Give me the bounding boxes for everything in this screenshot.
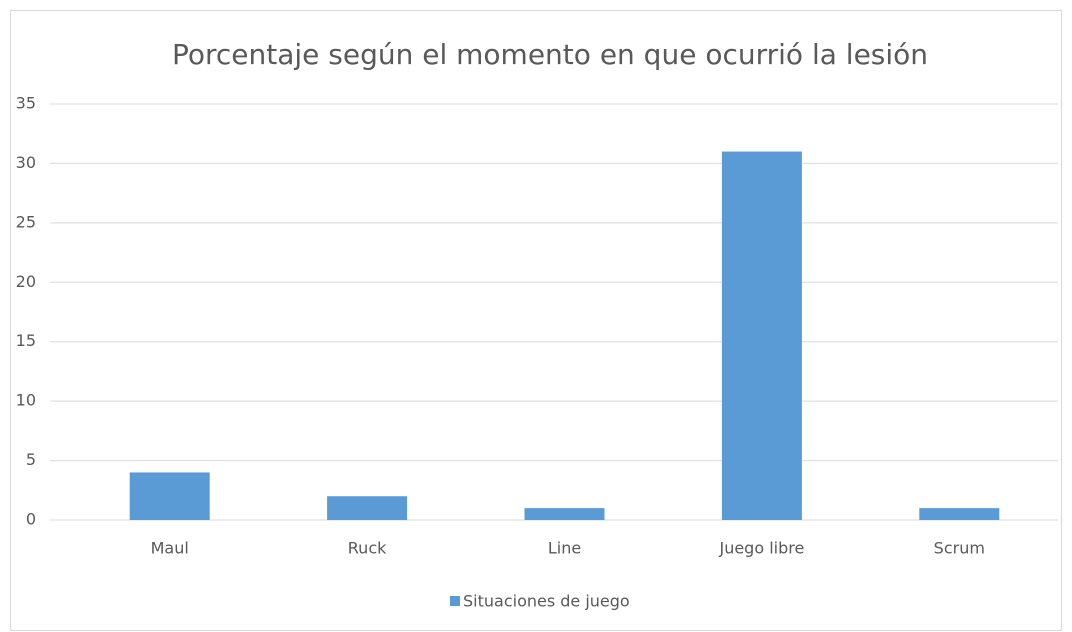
bar [524, 508, 605, 520]
bar [327, 496, 408, 520]
x-tick-label: Juego libre [718, 539, 804, 558]
y-tick-label: 25 [16, 212, 36, 231]
y-tick-label: 5 [26, 450, 36, 469]
y-tick-label: 30 [16, 153, 36, 172]
y-tick-label: 15 [16, 331, 36, 350]
chart-title: Porcentaje según el momento en que ocurr… [172, 38, 928, 71]
legend-swatch [450, 596, 460, 606]
y-tick-label: 20 [16, 272, 36, 291]
chart-frame [10, 10, 1062, 631]
bar [919, 508, 1000, 520]
y-tick-label: 10 [16, 391, 36, 410]
x-tick-label: Maul [151, 539, 189, 558]
y-tick-label: 0 [26, 510, 36, 529]
legend-label: Situaciones de juego [463, 592, 630, 611]
bar [129, 472, 210, 520]
x-tick-label: Line [548, 539, 581, 558]
y-tick-label: 35 [16, 94, 36, 113]
bar [721, 151, 802, 521]
x-tick-label: Ruck [348, 539, 387, 558]
x-tick-label: Scrum [934, 539, 985, 558]
